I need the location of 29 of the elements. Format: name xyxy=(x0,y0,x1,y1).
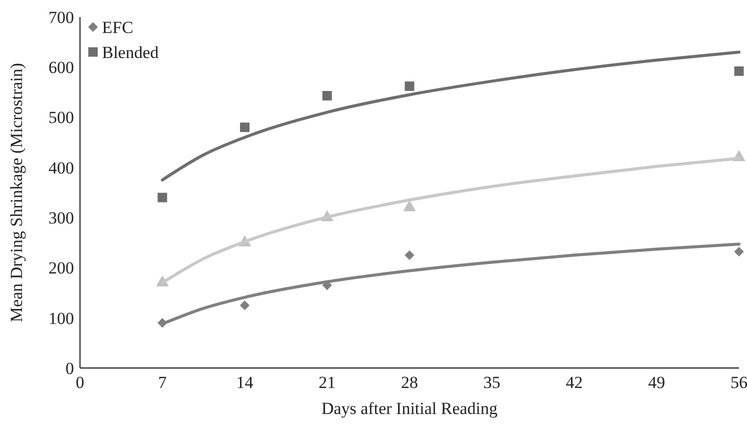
point xyxy=(158,192,168,202)
point xyxy=(240,300,250,310)
x-tick-label: 28 xyxy=(401,373,418,392)
y-tick-label: 500 xyxy=(48,108,74,128)
point xyxy=(404,81,414,91)
y-tick-label: 200 xyxy=(48,258,74,278)
x-tick-label: 56 xyxy=(730,373,747,392)
x-tick-label: 35 xyxy=(483,373,500,392)
point xyxy=(404,250,414,260)
x-tick-label: 21 xyxy=(318,373,336,392)
legend-label: EFC xyxy=(102,18,134,37)
point xyxy=(240,122,250,132)
point xyxy=(734,66,744,76)
x-tick-label: 42 xyxy=(566,373,583,392)
point xyxy=(322,90,332,100)
x-axis-title: Days after Initial Reading xyxy=(321,399,498,418)
y-tick-label: 300 xyxy=(48,208,74,228)
line-series xyxy=(160,50,740,182)
y-tick-label: 400 xyxy=(48,158,74,178)
x-tick-label: 7 xyxy=(158,373,168,392)
y-tick-label: 600 xyxy=(48,58,74,78)
x-tick-label: 49 xyxy=(648,373,666,392)
y-tick-label: 0 xyxy=(66,358,74,378)
point xyxy=(734,246,744,257)
y-tick-label: 700 xyxy=(48,8,74,27)
y-tick-label: 100 xyxy=(48,308,74,328)
y-axis-title: Mean Drying Shrinkage (Microstrain) xyxy=(7,62,26,322)
legend-label: Blended xyxy=(102,42,160,62)
x-tick-label: 14 xyxy=(236,373,254,392)
